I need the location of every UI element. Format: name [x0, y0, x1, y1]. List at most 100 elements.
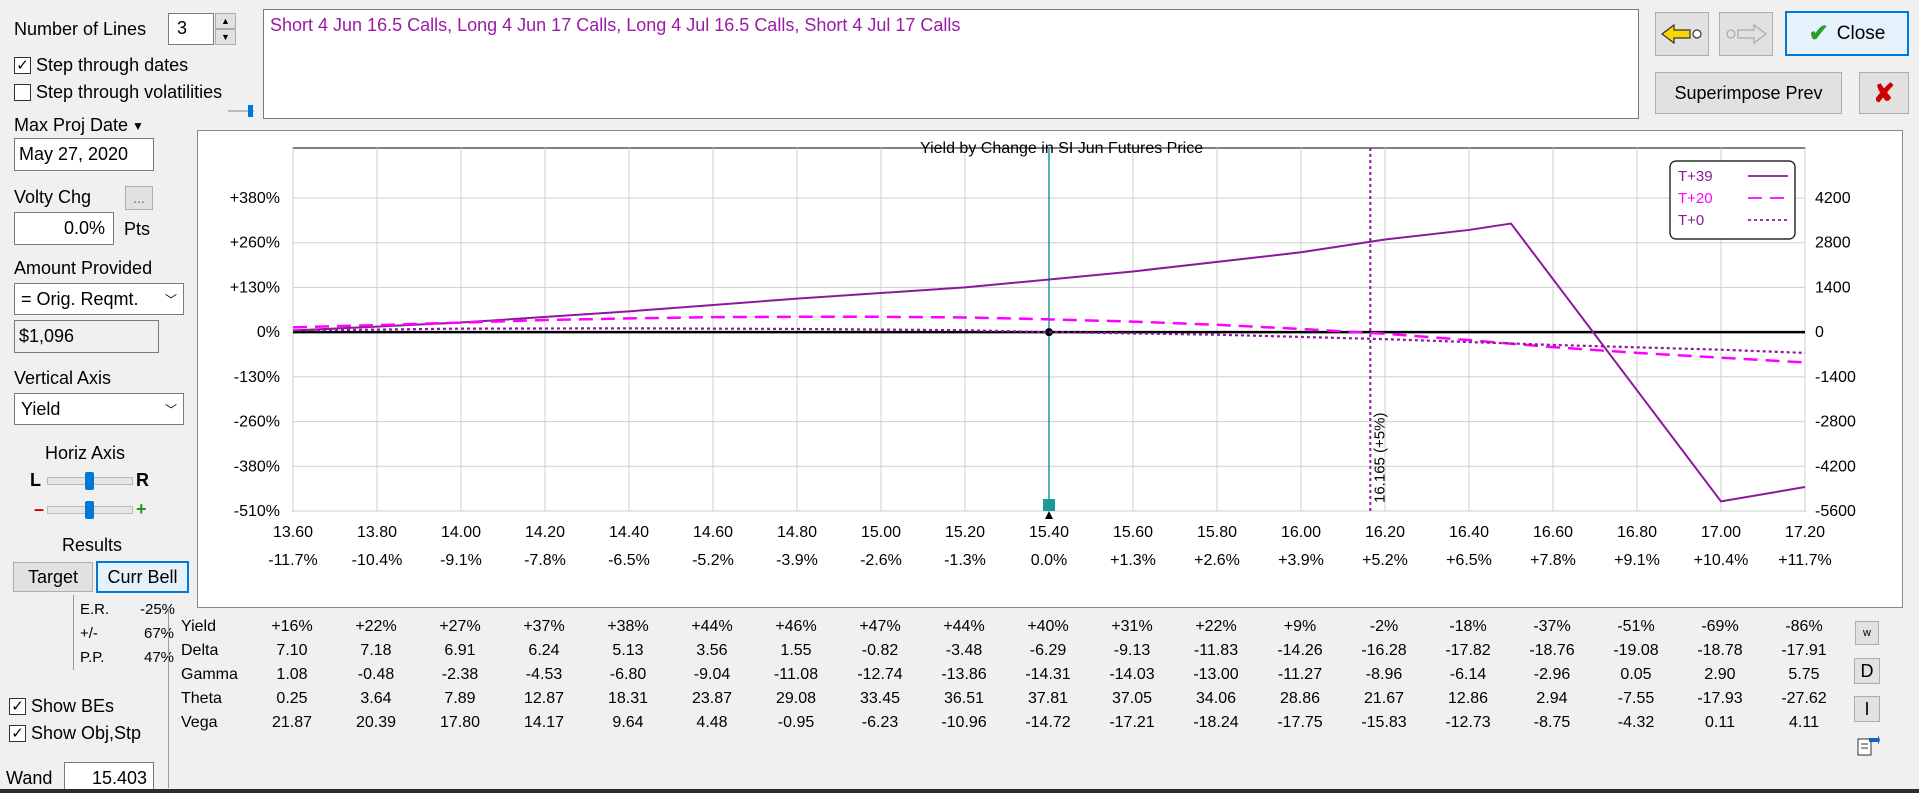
greek-cell: -17.93 — [1697, 690, 1743, 707]
max-proj-date-dropdown[interactable]: Max Proj Date ▼ — [14, 115, 144, 136]
x-pct-label: +5.2% — [1362, 552, 1408, 569]
greek-cell: 28.86 — [1279, 690, 1321, 707]
amount-provided-value: = Orig. Reqmt. — [21, 288, 139, 309]
greeks-divider — [168, 608, 169, 788]
y-right-tick-label: 4200 — [1815, 190, 1851, 207]
greek-cell: 12.86 — [1447, 690, 1489, 707]
x-tick-label: 16.40 — [1449, 524, 1489, 541]
cancel-x-icon[interactable]: ✘ — [1859, 72, 1909, 114]
amount-provided-select[interactable]: = Orig. Reqmt. ﹀ — [14, 283, 184, 315]
step-vols-checkbox[interactable]: Step through volatilities — [14, 82, 222, 103]
x-tick-label: 16.80 — [1617, 524, 1657, 541]
greek-cell: -18.24 — [1193, 714, 1239, 731]
amount-provided-label: Amount Provided — [14, 258, 153, 278]
greek-cell: -0.95 — [777, 714, 815, 731]
x-pct-label: -9.1% — [440, 552, 482, 569]
zoom-minus-icon[interactable]: – — [34, 499, 45, 519]
greek-cell: -4.32 — [1617, 714, 1655, 731]
volty-chg-input[interactable]: 0.0% — [14, 212, 114, 245]
forward-button[interactable] — [1719, 12, 1773, 56]
mini-slider[interactable] — [228, 105, 254, 117]
yield-chart[interactable]: 13.60 -11.7% 13.80 -10.4% 14.00 -9.1% 14.20 -7.… — [198, 131, 1902, 618]
show-obj-checkbox[interactable]: ✓ Show Obj,Stp — [9, 723, 141, 744]
vertical-axis-value: Yield — [21, 398, 61, 419]
back-button[interactable] — [1655, 12, 1709, 56]
spin-up-icon[interactable]: ▲ — [215, 13, 236, 29]
y-right-tick-label: -1400 — [1815, 369, 1856, 386]
number-of-lines-spinner[interactable]: ▲ ▼ — [215, 13, 236, 45]
greek-cell: 5.13 — [612, 642, 644, 659]
x-pct-label: +2.6% — [1194, 552, 1240, 569]
legend-label: T+20 — [1678, 190, 1713, 207]
greek-cell: -17.21 — [1109, 714, 1155, 731]
d-button[interactable]: D — [1854, 658, 1880, 684]
volty-ellipsis-button[interactable]: ... — [125, 186, 153, 210]
y-left-tick-label: -510% — [234, 503, 280, 520]
vertical-axis-select[interactable]: Yield ﹀ — [14, 393, 184, 425]
x-pct-label: +1.3% — [1110, 552, 1156, 569]
greek-cell: -16.28 — [1361, 642, 1407, 659]
y-right-tick-label: 1400 — [1815, 279, 1851, 296]
greek-cell: -14.31 — [1025, 666, 1071, 683]
greek-cell: -14.26 — [1277, 642, 1323, 659]
x-pct-label: -6.5% — [608, 552, 650, 569]
greek-cell: -11.08 — [773, 666, 819, 683]
greek-cell: 2.94 — [1536, 690, 1568, 707]
step-dates-checkbox[interactable]: ✓ Step through dates — [14, 55, 188, 76]
d-label: D — [1860, 660, 1874, 681]
number-of-lines-input[interactable]: 3 — [168, 13, 214, 45]
greek-row-label: Yield — [181, 618, 216, 635]
step-dates-label: Step through dates — [36, 55, 189, 75]
legend-label: T+39 — [1678, 168, 1713, 185]
show-bes-checkbox[interactable]: ✓ Show BEs — [9, 696, 114, 717]
greek-cell: -51% — [1617, 618, 1655, 635]
greek-cell: 5.75 — [1788, 666, 1820, 683]
x-pct-label: -10.4% — [352, 552, 403, 569]
greek-cell: 4.11 — [1789, 714, 1819, 731]
x-pct-label: -2.6% — [860, 552, 902, 569]
greek-cell: 7.89 — [444, 690, 476, 707]
greek-cell: +37% — [523, 618, 565, 635]
greek-cell: -19.08 — [1613, 642, 1659, 659]
greek-cell: 23.87 — [691, 690, 733, 707]
caret-down-icon: ▼ — [132, 118, 144, 133]
close-button[interactable]: ✔ Close — [1785, 11, 1909, 56]
greek-cell: -7.55 — [1617, 690, 1655, 707]
series-line-Tplus39 — [292, 222, 1806, 503]
i-button[interactable]: I — [1854, 696, 1880, 722]
spin-down-icon[interactable]: ▼ — [215, 29, 236, 45]
x-tick-label: 15.80 — [1197, 524, 1237, 541]
greek-cell: -6.14 — [1449, 666, 1487, 683]
strategy-textbox[interactable]: Short 4 Jun 16.5 Calls, Long 4 Jun 17 Ca… — [263, 9, 1639, 119]
greek-cell: 3.56 — [696, 642, 728, 659]
greek-cell: 18.31 — [607, 690, 649, 707]
width-label: w — [1863, 627, 1871, 639]
vertical-axis-label: Vertical Axis — [14, 368, 112, 388]
step-dates-check-icon[interactable]: ✓ — [14, 57, 31, 74]
results-panel: E.R. -25% +/- 67% P.P. 47% — [73, 595, 184, 670]
greek-cell: -12.74 — [857, 666, 903, 683]
show-obj-check-icon[interactable]: ✓ — [9, 725, 26, 742]
greek-cell: -0.48 — [357, 666, 395, 683]
greek-cell: 21.87 — [271, 714, 313, 731]
width-button[interactable]: w — [1855, 621, 1879, 645]
step-vols-check-icon[interactable] — [14, 84, 31, 101]
horiz-zoom-thumb[interactable] — [85, 501, 94, 519]
x-pct-label: +9.1% — [1614, 552, 1660, 569]
x-tick-label: 17.00 — [1701, 524, 1741, 541]
show-bes-check-icon[interactable]: ✓ — [9, 698, 26, 715]
superimpose-prev-button[interactable]: Superimpose Prev — [1655, 72, 1842, 114]
horiz-pan-thumb[interactable] — [85, 472, 94, 490]
volty-unit: Pts — [124, 219, 151, 239]
max-proj-date-input[interactable]: May 27, 2020 — [14, 138, 154, 171]
greek-cell: 6.91 — [444, 642, 476, 659]
tab-curr-bell[interactable]: Curr Bell — [96, 561, 189, 593]
er-label: E.R. — [80, 601, 110, 618]
x-tick-label: 15.60 — [1113, 524, 1153, 541]
zoom-plus-icon[interactable]: + — [136, 499, 147, 519]
greek-cell: +44% — [691, 618, 733, 635]
results-label: Results — [62, 535, 123, 555]
greek-cell: -12.73 — [1445, 714, 1491, 731]
tab-target[interactable]: Target — [13, 562, 93, 592]
export-icon[interactable] — [1856, 734, 1880, 758]
